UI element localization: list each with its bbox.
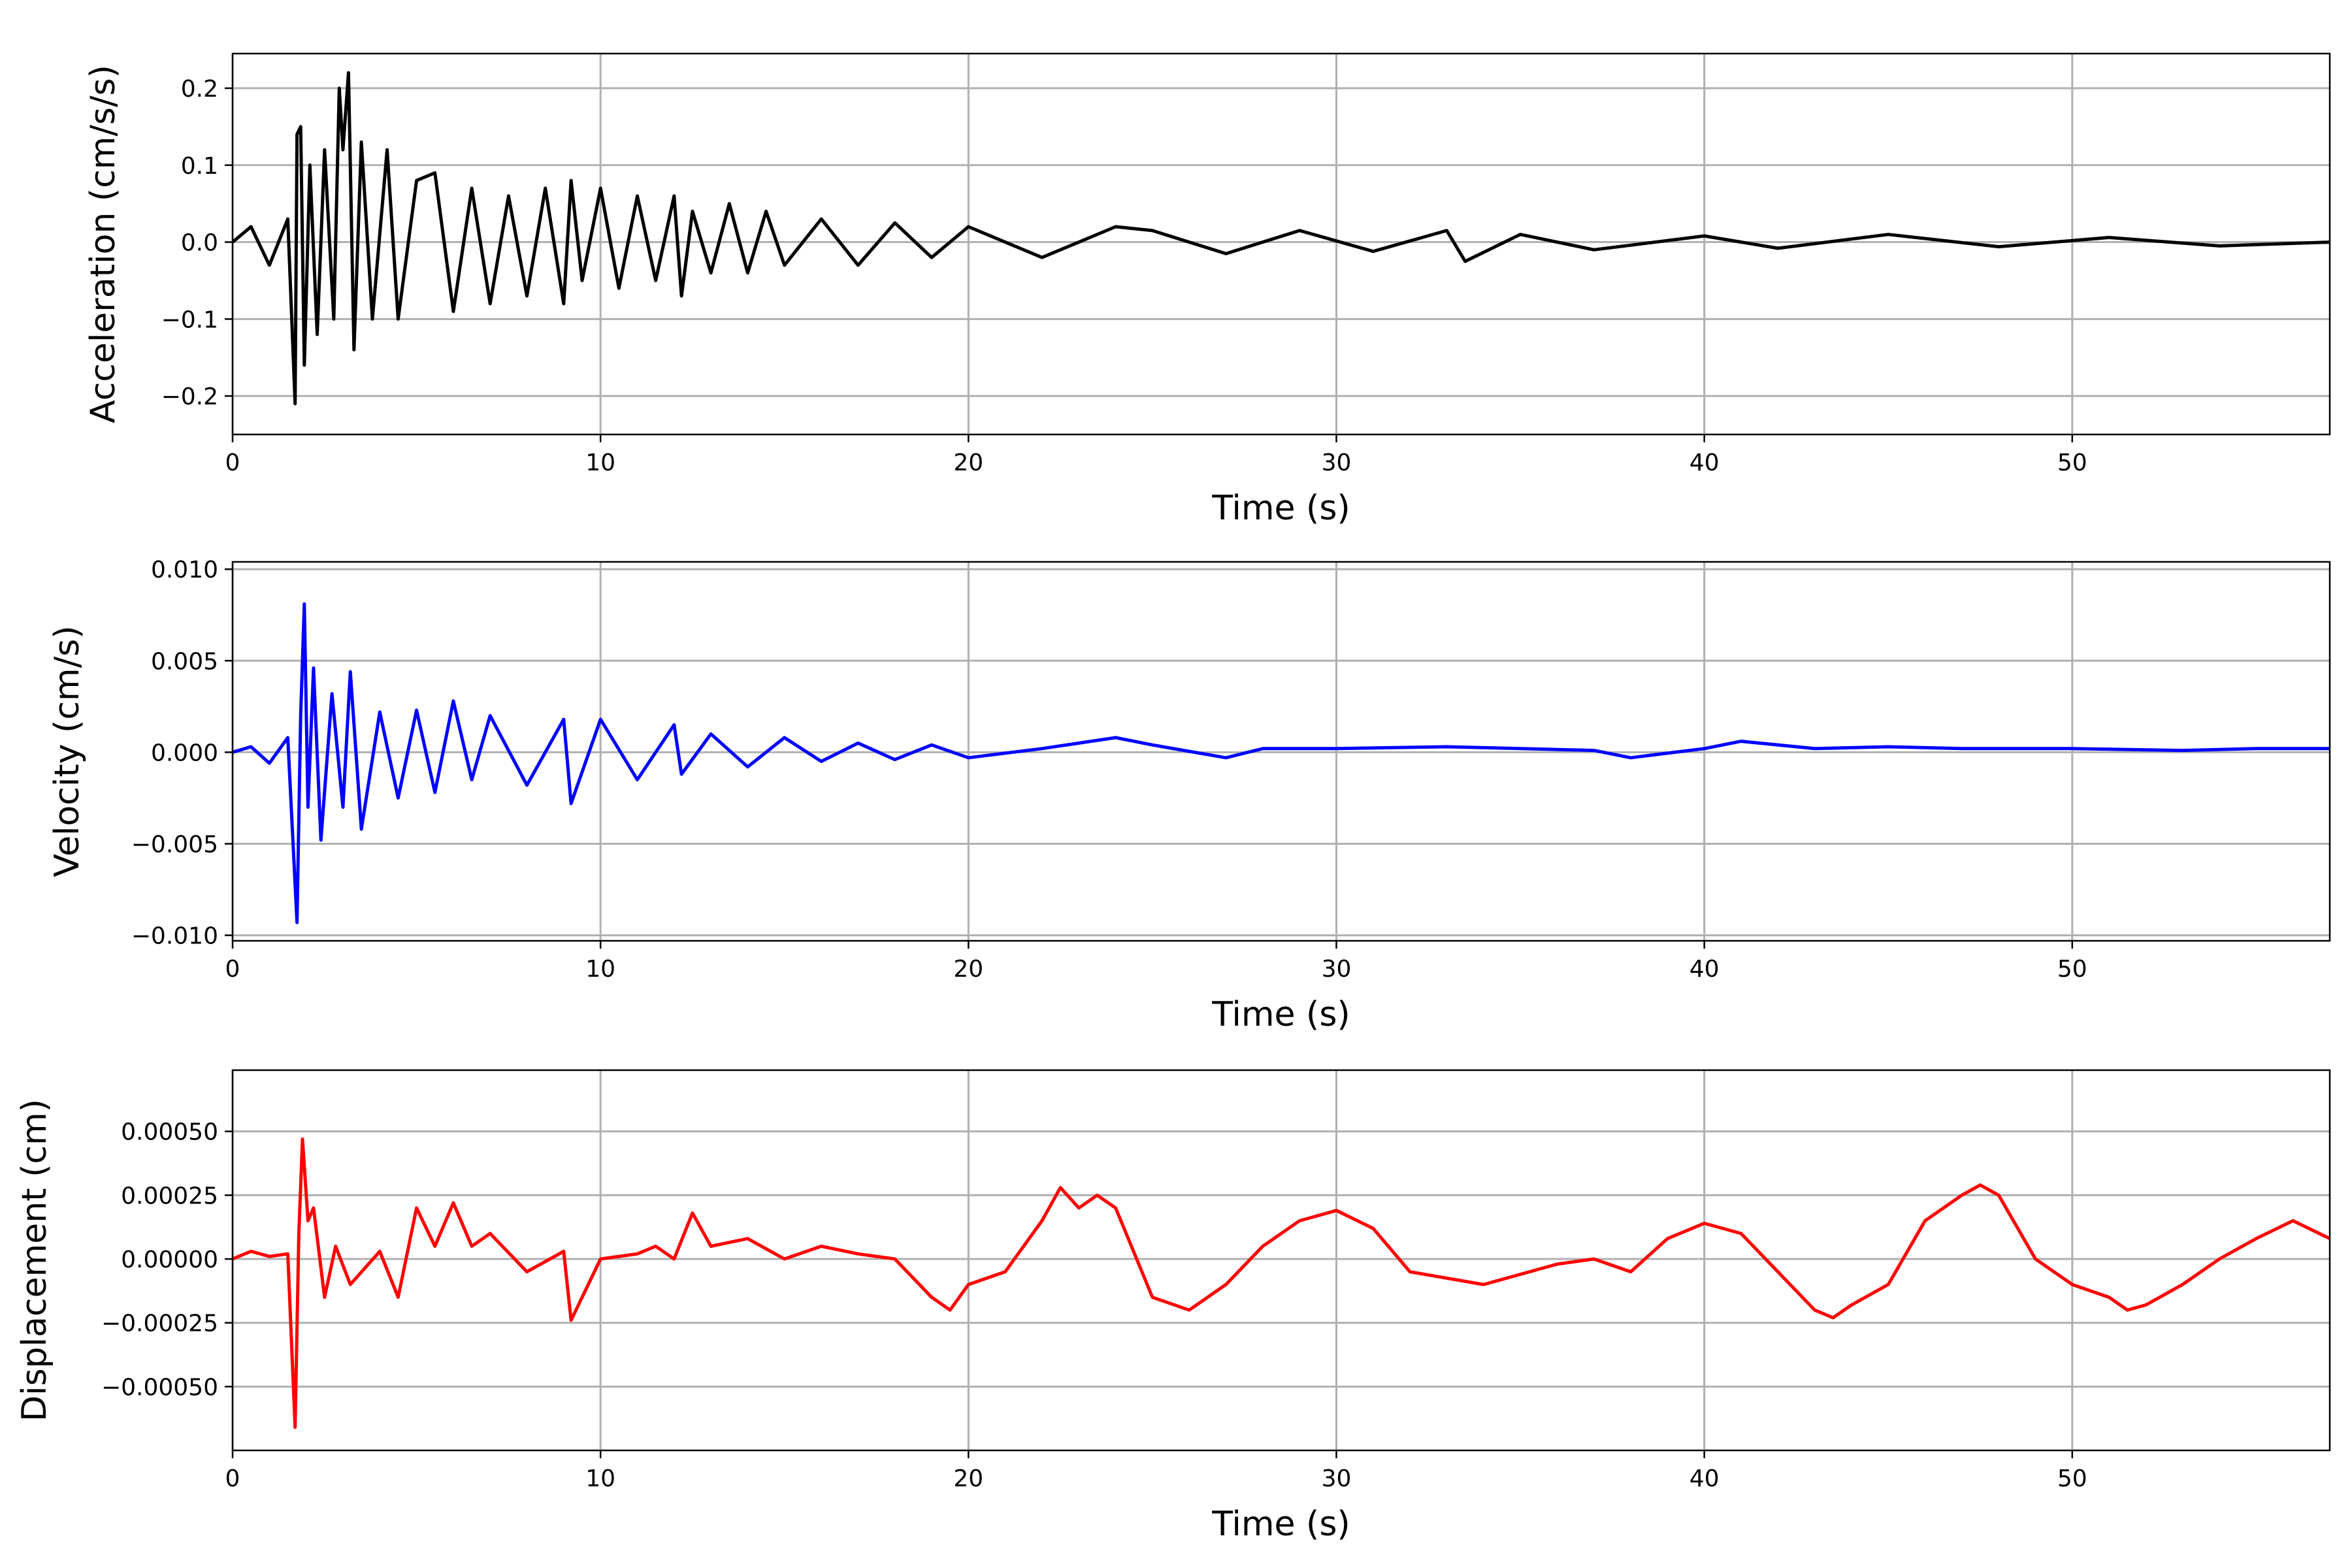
acceleration-x-tick-label: 50 <box>2057 449 2087 476</box>
displacement-x-tick-label: 50 <box>2057 1465 2087 1492</box>
displacement-x-tick-label: 10 <box>585 1465 615 1492</box>
velocity-x-tick-label: 10 <box>585 956 615 983</box>
acceleration-x-tick-label: 0 <box>225 449 240 476</box>
acceleration-panel: 0 10 20 30 40 50 −0.2 −0.1 0.0 0.1 0.2 Time (s) Acce… <box>84 52 2331 528</box>
velocity-y-tick-label: 0.000 <box>151 740 218 766</box>
acceleration-y-axis-label: Acceleration (cm/s/s) <box>84 65 123 423</box>
displacement-panel: 0 10 20 30 40 50 −0.00050 −0.00025 0.00000 0.0002… <box>15 1069 2331 1544</box>
velocity-plot-frame <box>231 561 2331 942</box>
displacement-x-tick-label: 20 <box>953 1465 983 1492</box>
acceleration-x-tick-label: 40 <box>1690 449 1720 476</box>
acceleration-y-tick-label: −0.2 <box>161 384 218 410</box>
velocity-y-axis-label: Velocity (cm/s) <box>48 626 87 877</box>
displacement-x-tick-label: 30 <box>1322 1465 1352 1492</box>
velocity-x-tick-label: 0 <box>225 956 240 983</box>
displacement-y-tick-label: −0.00050 <box>101 1374 218 1401</box>
acceleration-plot-frame <box>231 52 2331 436</box>
velocity-y-tick-label: 0.010 <box>151 557 218 583</box>
displacement-y-axis-label: Displacement (cm) <box>15 1099 54 1422</box>
acceleration-x-tick-label: 30 <box>1322 449 1352 476</box>
acceleration-series-line <box>233 71 2330 406</box>
acceleration-y-tick-label: −0.1 <box>161 306 218 333</box>
displacement-x-axis-label: Time (s) <box>1211 1505 1350 1544</box>
velocity-y-tick-label: −0.005 <box>131 831 218 858</box>
velocity-x-tick-label: 40 <box>1690 956 1720 983</box>
velocity-x-tick-label: 50 <box>2057 956 2087 983</box>
displacement-x-tick-label: 0 <box>225 1465 240 1492</box>
acceleration-y-tick-label: 0.2 <box>181 76 218 103</box>
velocity-x-tick-label: 30 <box>1322 956 1352 983</box>
velocity-panel: 0 10 20 30 40 50 −0.010 −0.005 0.000 0.005 0.010 Ti… <box>48 557 2331 1034</box>
velocity-series-line <box>233 602 2330 924</box>
displacement-series-line <box>233 1137 2330 1429</box>
acceleration-x-axis-label: Time (s) <box>1211 489 1350 528</box>
displacement-plot-frame <box>231 1069 2331 1452</box>
displacement-y-tick-label: −0.00025 <box>101 1311 218 1337</box>
displacement-x-tick-label: 40 <box>1690 1465 1720 1492</box>
velocity-x-axis-label: Time (s) <box>1211 995 1350 1034</box>
velocity-y-tick-label: −0.010 <box>131 923 218 950</box>
displacement-y-tick-label: 0.00050 <box>121 1119 218 1146</box>
velocity-x-tick-label: 20 <box>953 956 983 983</box>
displacement-y-tick-label: 0.00000 <box>121 1247 218 1273</box>
velocity-y-tick-label: 0.005 <box>151 648 218 675</box>
displacement-y-tick-label: 0.00025 <box>121 1183 218 1209</box>
acceleration-y-tick-label: 0.1 <box>181 153 218 180</box>
acceleration-x-tick-label: 10 <box>585 449 615 476</box>
acceleration-x-tick-label: 20 <box>953 449 983 476</box>
acceleration-y-tick-label: 0.0 <box>181 230 218 257</box>
